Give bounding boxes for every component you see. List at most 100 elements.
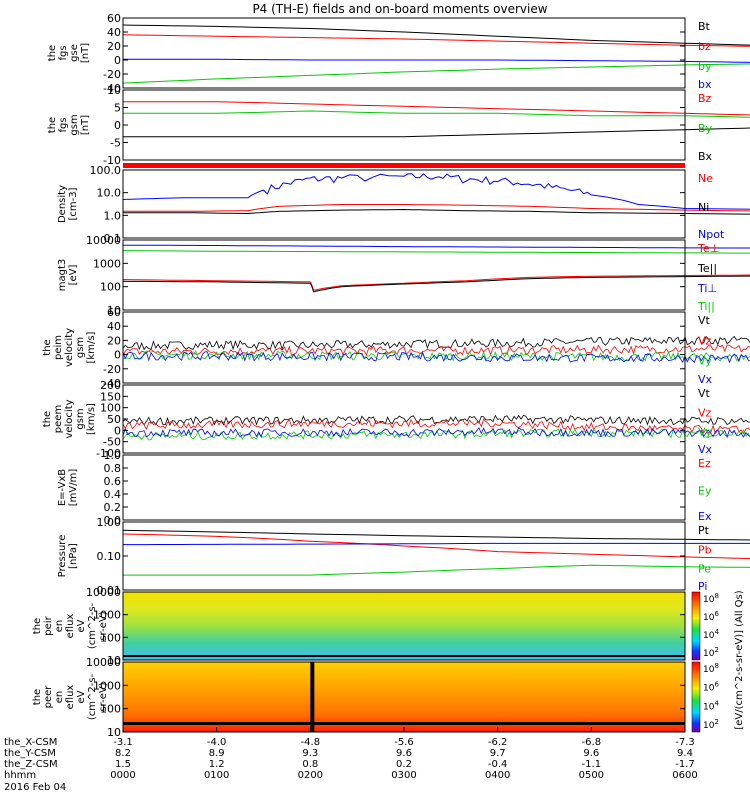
legend-entry: bx [698,78,712,91]
y-axis-label: peer [43,685,54,709]
y-tick-label: 0.10 [97,550,122,563]
legend-entry: Pi [698,580,707,593]
x-tick-label: 8.9 [209,748,225,759]
x-tick-label: 0000 [110,770,135,781]
y-tick-label: 0 [114,424,121,437]
y-tick-label: 40 [107,26,121,39]
legend-entry: Vy [698,355,712,368]
x-tick-label: -5.6 [394,737,414,748]
y-tick-label: 10 [107,726,121,739]
x-tick-label: 1.2 [209,759,225,770]
x-tick-label: -1.1 [582,759,602,770]
x-tick-label: -7.3 [675,737,695,748]
x-tick-label: 0300 [391,770,416,781]
x-tick-label: 0200 [298,770,323,781]
y-tick-label: 0 [114,119,121,132]
colorbar: 108 106 104 102 108 106 104 102 [eV/(cm^2-s-sr-e… [691,590,745,733]
series-line-pressure-Pe [123,564,750,576]
legend-entry: Ne [698,172,713,185]
y-tick-label: 10000 [86,586,121,599]
y-tick-label: 10000 [86,656,121,669]
y-tick-label: 0.2 [104,501,122,514]
y-tick-label: 10 [107,304,121,317]
legend-entry: Vt [698,314,711,327]
series-line-density-Ni [123,208,750,215]
legend-entry: by [698,60,712,73]
y-axis-label: the [32,618,43,634]
y-tick-label: 200 [100,379,121,392]
y-tick-label: 20 [107,334,121,347]
legend-entry: Vz [698,334,712,347]
x-tick-label: -4.8 [301,737,321,748]
y-axis-label: [km/s] [86,331,97,363]
y-tick-label: 20 [107,40,121,53]
panel-density: 100.0 10.0 1.0 0.1 Density [cm-3] Ne Ni Npot [57,164,750,245]
spectrogram-peer_flux [123,662,685,732]
colorbar-scale [691,661,701,733]
y-axis-label: en [54,691,65,704]
y-tick-label: -20 [103,68,121,81]
legend-entry: Te|| [697,262,717,275]
y-tick-label: 0 [114,54,121,67]
x-axis-row-label: the_Y-CSM [4,748,56,759]
legend-entry: Vx [698,443,713,456]
x-axis-row-label: the_X-CSM [4,737,57,748]
legend-entry: Te⊥ [697,242,719,255]
y-tick-label: 100 [100,281,121,294]
colorbar-scale [691,591,701,661]
panel-frame [122,89,686,161]
x-tick-label: 1.5 [115,759,131,770]
panel-frame [122,17,686,89]
y-axis-label: eflux [65,685,76,710]
y-tick-label: 0.6 [104,475,122,488]
panel-frame [122,169,686,239]
panel-peer_flux: 10000 1000 100 10 the peer en eflux eV (cm^2-s-sr… [32,656,686,739]
y-axis-label: eV [76,619,87,632]
y-axis-label: [mV/m] [68,469,79,507]
x-tick-label: -6.2 [488,737,508,748]
y-axis-label: velocity [64,328,75,367]
x-tick-label: 0400 [485,770,510,781]
y-tick-label: 10.0 [97,187,122,200]
y-tick-label: 60 [107,12,121,25]
series-line-peim_velocity-Vz [122,344,750,356]
y-tick-label: 60 [107,306,121,319]
y-tick-label: 1000 [93,609,121,622]
colorbar-tick-label: 106 [703,610,719,623]
y-tick-label: 1.00 [97,516,122,529]
y-tick-label: 1000 [93,257,121,270]
series-line-pressure-Pi [123,542,750,546]
y-axis-label: [eV] [68,265,79,286]
series-line-fgs_gse-bx [123,58,750,63]
series-line-peem_velocity-Vy [122,428,750,441]
y-axis-label: [nT] [80,43,91,63]
colorbar-tick-label: 102 [703,646,719,659]
y-axis-label: the [42,411,53,427]
x-axis-row-label: hhmm [4,770,36,781]
legend-entry: Ti⊥ [697,282,717,295]
y-tick-label: -20 [103,363,121,376]
y-tick-label: 0.4 [104,488,122,501]
x-tick-label: 9.7 [490,748,506,759]
legend-entry: bz [698,40,711,53]
legend-entry: Pt [698,524,710,537]
y-axis-label: (cm^2-s- [87,602,98,649]
panel-peir_flux: 10000 1000 100 10 the peir en eflux eV (cm^2-s-sr… [32,586,686,667]
panel-temperature: 10000 1000 100 10 magt3 [eV] Te⊥ Te|| Ti⊥ Ti|| [57,234,750,317]
panel-frame [122,454,686,521]
y-axis-label: sr-eV) [98,682,109,711]
y-axis-label: gsm [75,408,86,429]
legend-entry: Ey [698,485,712,498]
series-line-temperature-Te|| [122,275,750,293]
y-axis-label: peem [53,405,64,433]
series-line-peim_velocity-Vt [122,335,750,351]
y-axis-label: the [42,339,53,355]
y-axis-label: Pressure [57,535,68,578]
legend-entry: Npot [698,228,725,241]
y-axis-label: (cm^2-s- [87,673,98,720]
data-gap-bar [310,662,315,732]
series-line-temperature-Ti|| [122,250,750,254]
series-line-fgs_gsm-By [123,110,750,118]
